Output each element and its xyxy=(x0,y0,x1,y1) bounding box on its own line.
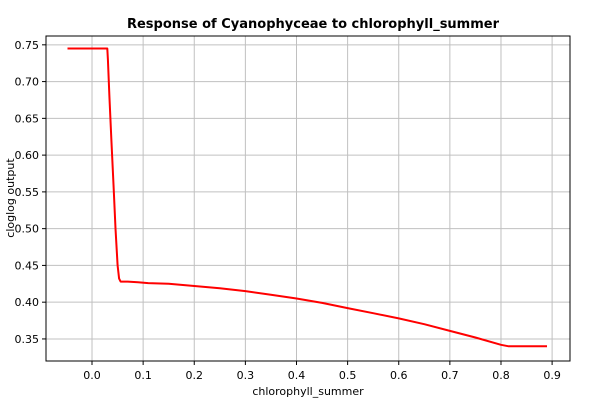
series-layer xyxy=(67,47,547,348)
y-axis-label: cloglog output xyxy=(4,158,17,238)
y-tick-label: 0.55 xyxy=(15,186,40,199)
y-tick-label: 0.35 xyxy=(15,333,40,346)
y-tick-label: 0.60 xyxy=(15,149,40,162)
x-tick-label: 0.1 xyxy=(134,369,152,382)
y-tick-label: 0.75 xyxy=(15,39,40,52)
series-line xyxy=(67,47,547,348)
grid-lines xyxy=(46,36,570,361)
x-tick-label: 0.5 xyxy=(339,369,357,382)
x-axis-label: chlorophyll_summer xyxy=(252,385,364,398)
y-tick-label: 0.65 xyxy=(15,112,40,125)
y-tick-label: 0.40 xyxy=(15,296,40,309)
x-tick-label: 0.7 xyxy=(441,369,459,382)
x-tick-label: 0.6 xyxy=(390,369,408,382)
y-tick-label: 0.50 xyxy=(15,223,40,236)
y-axis-ticks: 0.35 0.40 0.45 0.50 0.55 0.60 0.65 0.70 0.75 xyxy=(15,39,46,346)
x-tick-label: 0.8 xyxy=(492,369,510,382)
x-tick-label: 0.3 xyxy=(237,369,255,382)
y-tick-label: 0.45 xyxy=(15,259,40,272)
plot-area xyxy=(46,36,570,361)
chart-title: Response of Cyanophyceae to chlorophyll_… xyxy=(127,17,500,32)
x-tick-label: 0.9 xyxy=(543,369,561,382)
x-tick-label: 0.2 xyxy=(186,369,204,382)
x-tick-label: 0.4 xyxy=(288,369,306,382)
plot-frame xyxy=(45,35,571,362)
x-tick-label: 0.0 xyxy=(83,369,101,382)
y-tick-label: 0.70 xyxy=(15,76,40,89)
x-axis-ticks: 0.0 0.1 0.2 0.3 0.4 0.5 0.6 0.7 0.8 0.9 xyxy=(83,361,561,382)
